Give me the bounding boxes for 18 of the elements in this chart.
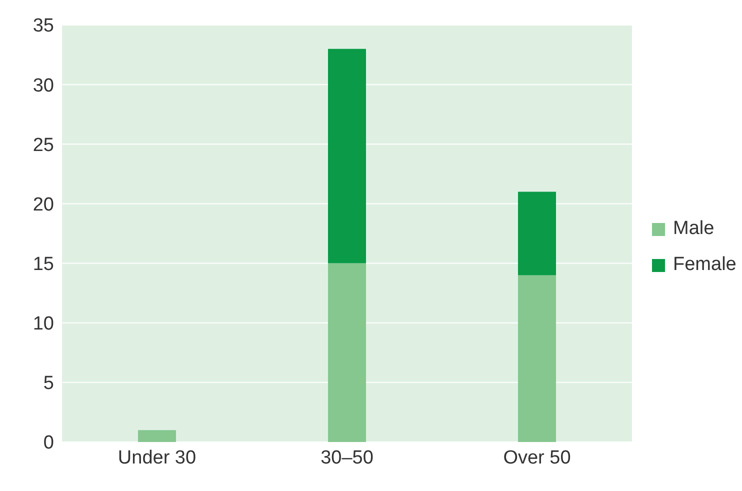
y-tick-label: 15	[32, 254, 54, 276]
y-tick-label: 5	[43, 373, 54, 394]
x-tick-label: 30–50	[320, 447, 374, 468]
legend-label: Male	[673, 218, 714, 240]
bar	[518, 192, 556, 276]
y-tick-label: 0	[43, 432, 54, 454]
x-tick-label: Under 30	[118, 447, 196, 468]
y-tick-label: 35	[32, 16, 54, 37]
y-tick-label: 25	[32, 134, 54, 156]
bar	[518, 275, 556, 442]
y-tick-label: 30	[32, 75, 54, 96]
bar	[138, 430, 176, 442]
bar	[328, 48, 366, 264]
y-tick-label: 20	[32, 194, 54, 216]
legend-label: Female	[673, 254, 736, 276]
x-tick-label: Over 50	[503, 447, 571, 468]
y-tick-label: 10	[32, 314, 54, 335]
bar	[328, 263, 366, 442]
